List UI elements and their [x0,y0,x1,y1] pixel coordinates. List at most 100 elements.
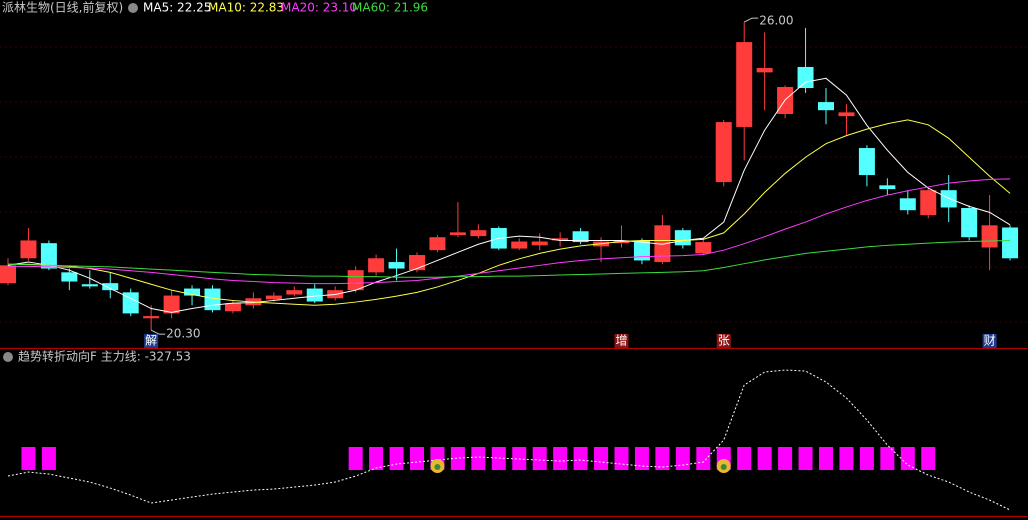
signal-bar [389,447,404,470]
signal-bar [819,447,833,470]
signal-bar [696,447,711,470]
signal-bar [655,447,670,470]
candle-body [409,255,425,271]
event-badge [716,334,731,348]
signal-bar [512,447,527,470]
signal-bar [348,447,363,470]
candle-body [286,290,303,295]
candle-body [1002,227,1019,259]
candle-body [368,258,385,273]
candle-body [858,148,875,176]
ma-line [7,77,1011,313]
money-icon [716,459,731,473]
ma-line [8,178,1011,285]
signal-bar [369,447,384,470]
candle-body [756,68,773,73]
signal-bar [450,447,465,470]
candle-body [511,241,528,249]
signal-bar [859,447,874,470]
candle-body [552,238,569,241]
signal-bar [573,447,588,470]
candle-body [715,122,732,183]
candle-body [879,185,896,190]
ma-line [8,119,1011,306]
candle-body [306,288,323,302]
extreme-pointer [150,329,166,335]
signal-bar [21,447,36,470]
candle-body [633,240,650,261]
candle-body [961,208,978,238]
event-badge [144,334,159,348]
event-label: 增 [615,334,627,348]
extreme-pointer [743,17,759,23]
candle-body [61,272,78,282]
signal-bar [594,447,609,470]
candle-body [40,243,57,269]
signal-bar [798,447,813,470]
candle-body [0,265,16,284]
candle-body [818,102,834,111]
ma-line [7,239,1011,278]
signal-bar [675,447,690,470]
candle-body [981,225,998,248]
candle-body [572,231,589,243]
event-label: 解 [145,334,157,348]
candle-body [122,292,139,314]
candle-body [695,242,712,254]
signal-bar [614,447,629,470]
legend-entry: MA60: 21.96 [352,1,428,15]
signal-bar [839,447,854,470]
candle-body [102,283,119,291]
legend-entry: MA20: 23.10 [281,1,357,15]
candle-body [163,295,180,314]
candle-body [388,262,405,269]
candle-body [81,284,98,287]
money-mark [720,464,727,470]
candle-body [940,190,957,208]
event-label: 财 [984,334,996,348]
money-mark [434,464,441,470]
menu-icon[interactable] [3,352,13,362]
candle-body [429,237,446,251]
candle-body [224,303,241,312]
legend-entry: MA5: 22.25 [143,1,211,15]
candle-body [654,225,671,263]
signal-bar [757,447,772,470]
extreme-label: 26.00 [759,14,793,28]
money-icon [430,459,445,473]
candle-body [920,190,937,216]
menu-icon[interactable] [128,3,138,13]
signal-bar [471,447,486,470]
event-badge [614,334,629,348]
candle-body [797,66,814,89]
candle-body [674,230,691,246]
signal-bar [532,447,547,470]
indicator-title: 趋势转折动向F 主力线: -327.53 [18,349,191,364]
signal-bar [41,447,56,470]
candle-body [143,316,160,319]
grid [0,46,1028,323]
candle-body [265,295,282,300]
candle-body [347,270,364,291]
signal-bar [880,447,895,470]
legend-entry: MA10: 22.83 [208,1,284,15]
signal-bar [921,447,936,470]
candle-body [838,112,855,117]
candle-body [470,230,487,237]
chart-title: 派林生物(日线,前复权) [2,0,123,15]
candle-body [449,232,466,236]
signal-bar [778,447,793,470]
signal-bar [737,447,752,470]
signal-bar [634,447,649,470]
event-badge [982,334,997,348]
main-force-line [7,369,1011,511]
signal-bar [553,447,568,470]
extreme-label: 20.30 [166,327,200,341]
event-label: 张 [718,334,730,348]
candle-body [899,198,916,211]
candle-body [184,288,201,296]
candle-body [531,241,548,246]
candle-body [736,42,753,127]
signal-bar [410,447,424,470]
